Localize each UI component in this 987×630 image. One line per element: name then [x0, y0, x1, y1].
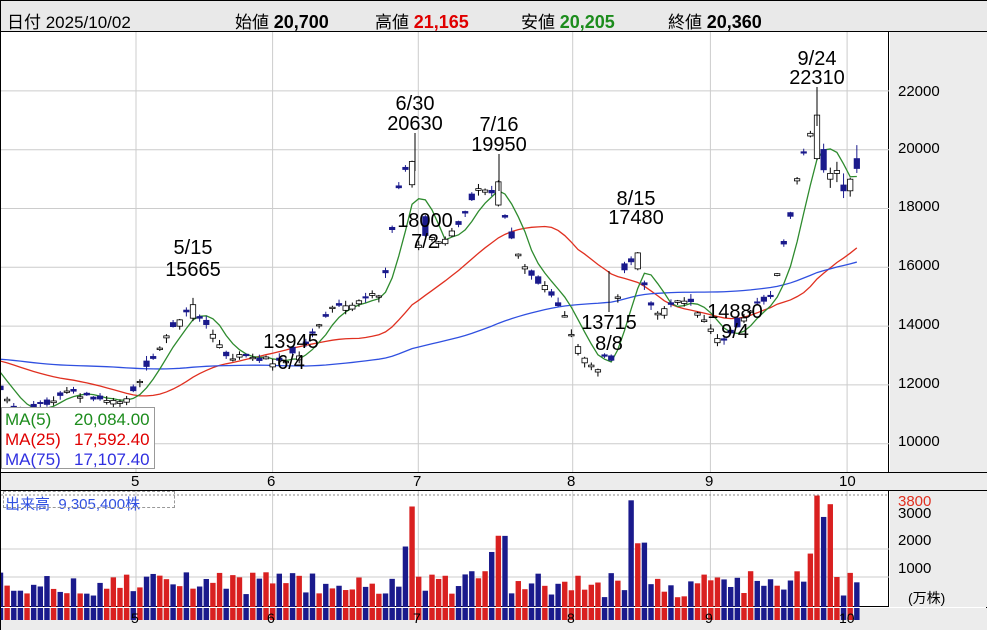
svg-text:6/4: 6/4 — [277, 352, 305, 374]
svg-text:18000: 18000 — [397, 210, 453, 232]
svg-text:13945: 13945 — [263, 331, 319, 353]
svg-text:5/15: 5/15 — [174, 237, 213, 259]
svg-text:19950: 19950 — [471, 134, 527, 156]
svg-text:9/4: 9/4 — [721, 321, 749, 343]
svg-text:7/16: 7/16 — [480, 114, 519, 136]
svg-text:22310: 22310 — [789, 67, 845, 89]
svg-text:15665: 15665 — [165, 259, 221, 281]
svg-text:17480: 17480 — [608, 207, 664, 229]
svg-text:20630: 20630 — [387, 113, 443, 135]
svg-text:6/30: 6/30 — [396, 93, 435, 115]
svg-text:14880: 14880 — [707, 301, 763, 323]
svg-text:13715: 13715 — [581, 312, 637, 334]
svg-text:7/2: 7/2 — [411, 231, 439, 253]
svg-text:8/8: 8/8 — [595, 333, 623, 355]
